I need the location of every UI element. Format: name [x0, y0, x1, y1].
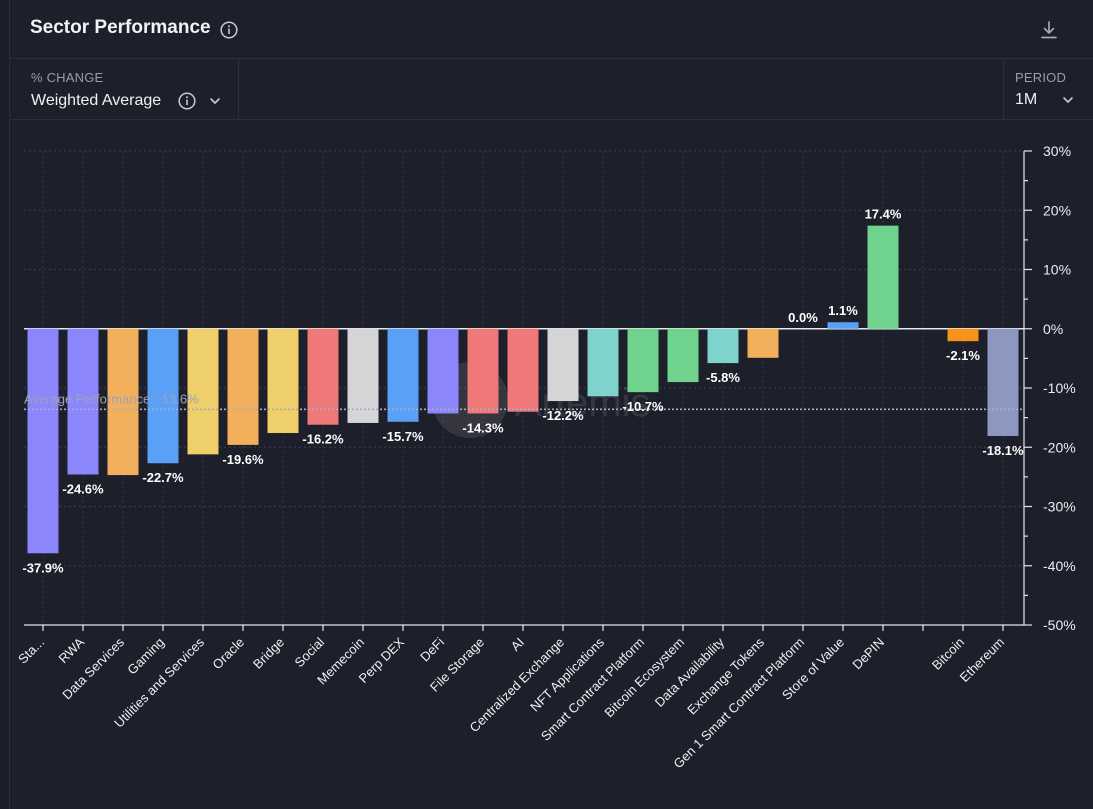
- bar: [427, 328, 459, 414]
- bar: [987, 328, 1019, 436]
- data-label: -2.1%: [946, 348, 980, 363]
- chevron-down-icon: [210, 98, 220, 104]
- bar: [267, 328, 299, 434]
- bar: [507, 328, 539, 412]
- panel-header: Sector Performance: [10, 0, 1093, 59]
- y-tick-label: 30%: [1043, 143, 1071, 159]
- data-label: -24.6%: [62, 482, 104, 497]
- y-tick-label: -40%: [1043, 558, 1076, 574]
- bar: [547, 328, 579, 402]
- y-tick-label: 0%: [1043, 321, 1063, 337]
- bar: [387, 328, 419, 422]
- x-tick-label: Social: [291, 634, 327, 670]
- bar: [107, 328, 139, 476]
- bar: [747, 328, 779, 358]
- data-label: -19.6%: [222, 452, 264, 467]
- data-label: -18.1%: [982, 443, 1024, 458]
- change-metric-label: % CHANGE: [31, 70, 104, 85]
- bar: [187, 328, 219, 455]
- average-label: Average Performance: -13.6%: [24, 391, 199, 406]
- chart-controls: % CHANGE Weighted Average PERIOD 1M: [10, 59, 1093, 120]
- bar: [227, 328, 259, 445]
- bar: [67, 328, 99, 475]
- bar: [827, 322, 859, 329]
- bar: [347, 328, 379, 423]
- data-label: -10.7%: [622, 399, 664, 414]
- x-tick-label: Bitcoin: [929, 635, 967, 673]
- bar: [307, 328, 339, 425]
- x-tick-label: Ethereum: [957, 635, 1007, 685]
- y-tick-label: -20%: [1043, 439, 1076, 455]
- sector-performance-panel: Sector Performance % CHANGE Weighted Ave…: [9, 0, 1093, 809]
- x-tick-label: DePIN: [849, 635, 887, 673]
- data-label: 1.1%: [828, 303, 858, 318]
- data-label: -12.2%: [542, 408, 584, 423]
- x-tick-label: Data Availability: [652, 634, 728, 710]
- data-label: -5.8%: [706, 370, 740, 385]
- change-metric-value: Weighted Average: [31, 92, 162, 109]
- data-label: 0.0%: [788, 310, 818, 325]
- data-label: 17.4%: [865, 207, 902, 222]
- download-icon[interactable]: [1038, 19, 1060, 41]
- bar: [667, 328, 699, 383]
- period-label: PERIOD: [1015, 70, 1067, 85]
- bar: [27, 328, 59, 554]
- data-label: -15.7%: [382, 429, 424, 444]
- info-icon[interactable]: [220, 21, 238, 39]
- x-tick-label: Oracle: [209, 635, 247, 673]
- bar: [147, 328, 179, 464]
- period-value: 1M: [1015, 91, 1038, 108]
- x-tick-label: DeFi: [417, 634, 447, 664]
- x-tick-label: Sta...: [15, 635, 47, 667]
- x-tick-label: RWA: [56, 634, 88, 666]
- period-dropdown[interactable]: PERIOD 1M: [1003, 59, 1093, 119]
- x-tick-label: Bridge: [250, 635, 287, 672]
- bar-chart: 30%20%10%0%-10%-20%-30%-40%-50%ArtemisAv…: [15, 143, 1076, 771]
- panel-title: Sector Performance: [30, 17, 211, 38]
- y-tick-label: 10%: [1043, 262, 1071, 278]
- data-label: -16.2%: [302, 432, 344, 447]
- data-label: -22.7%: [142, 470, 184, 485]
- bar: [867, 225, 899, 329]
- bar: [587, 328, 619, 397]
- bar: [707, 328, 739, 364]
- y-tick-label: 20%: [1043, 202, 1071, 218]
- data-label: -37.9%: [22, 560, 64, 575]
- bar: [947, 328, 979, 342]
- bar: [627, 328, 659, 393]
- chevron-down-icon: [1063, 97, 1073, 103]
- data-label: -14.3%: [462, 420, 504, 435]
- info-icon[interactable]: [178, 92, 196, 110]
- y-tick-label: -10%: [1043, 380, 1076, 396]
- y-tick-label: -50%: [1043, 617, 1076, 633]
- x-tick-label: AI: [508, 635, 527, 654]
- y-tick-label: -30%: [1043, 499, 1076, 515]
- change-metric-dropdown[interactable]: % CHANGE Weighted Average: [10, 59, 239, 119]
- bar: [467, 328, 499, 414]
